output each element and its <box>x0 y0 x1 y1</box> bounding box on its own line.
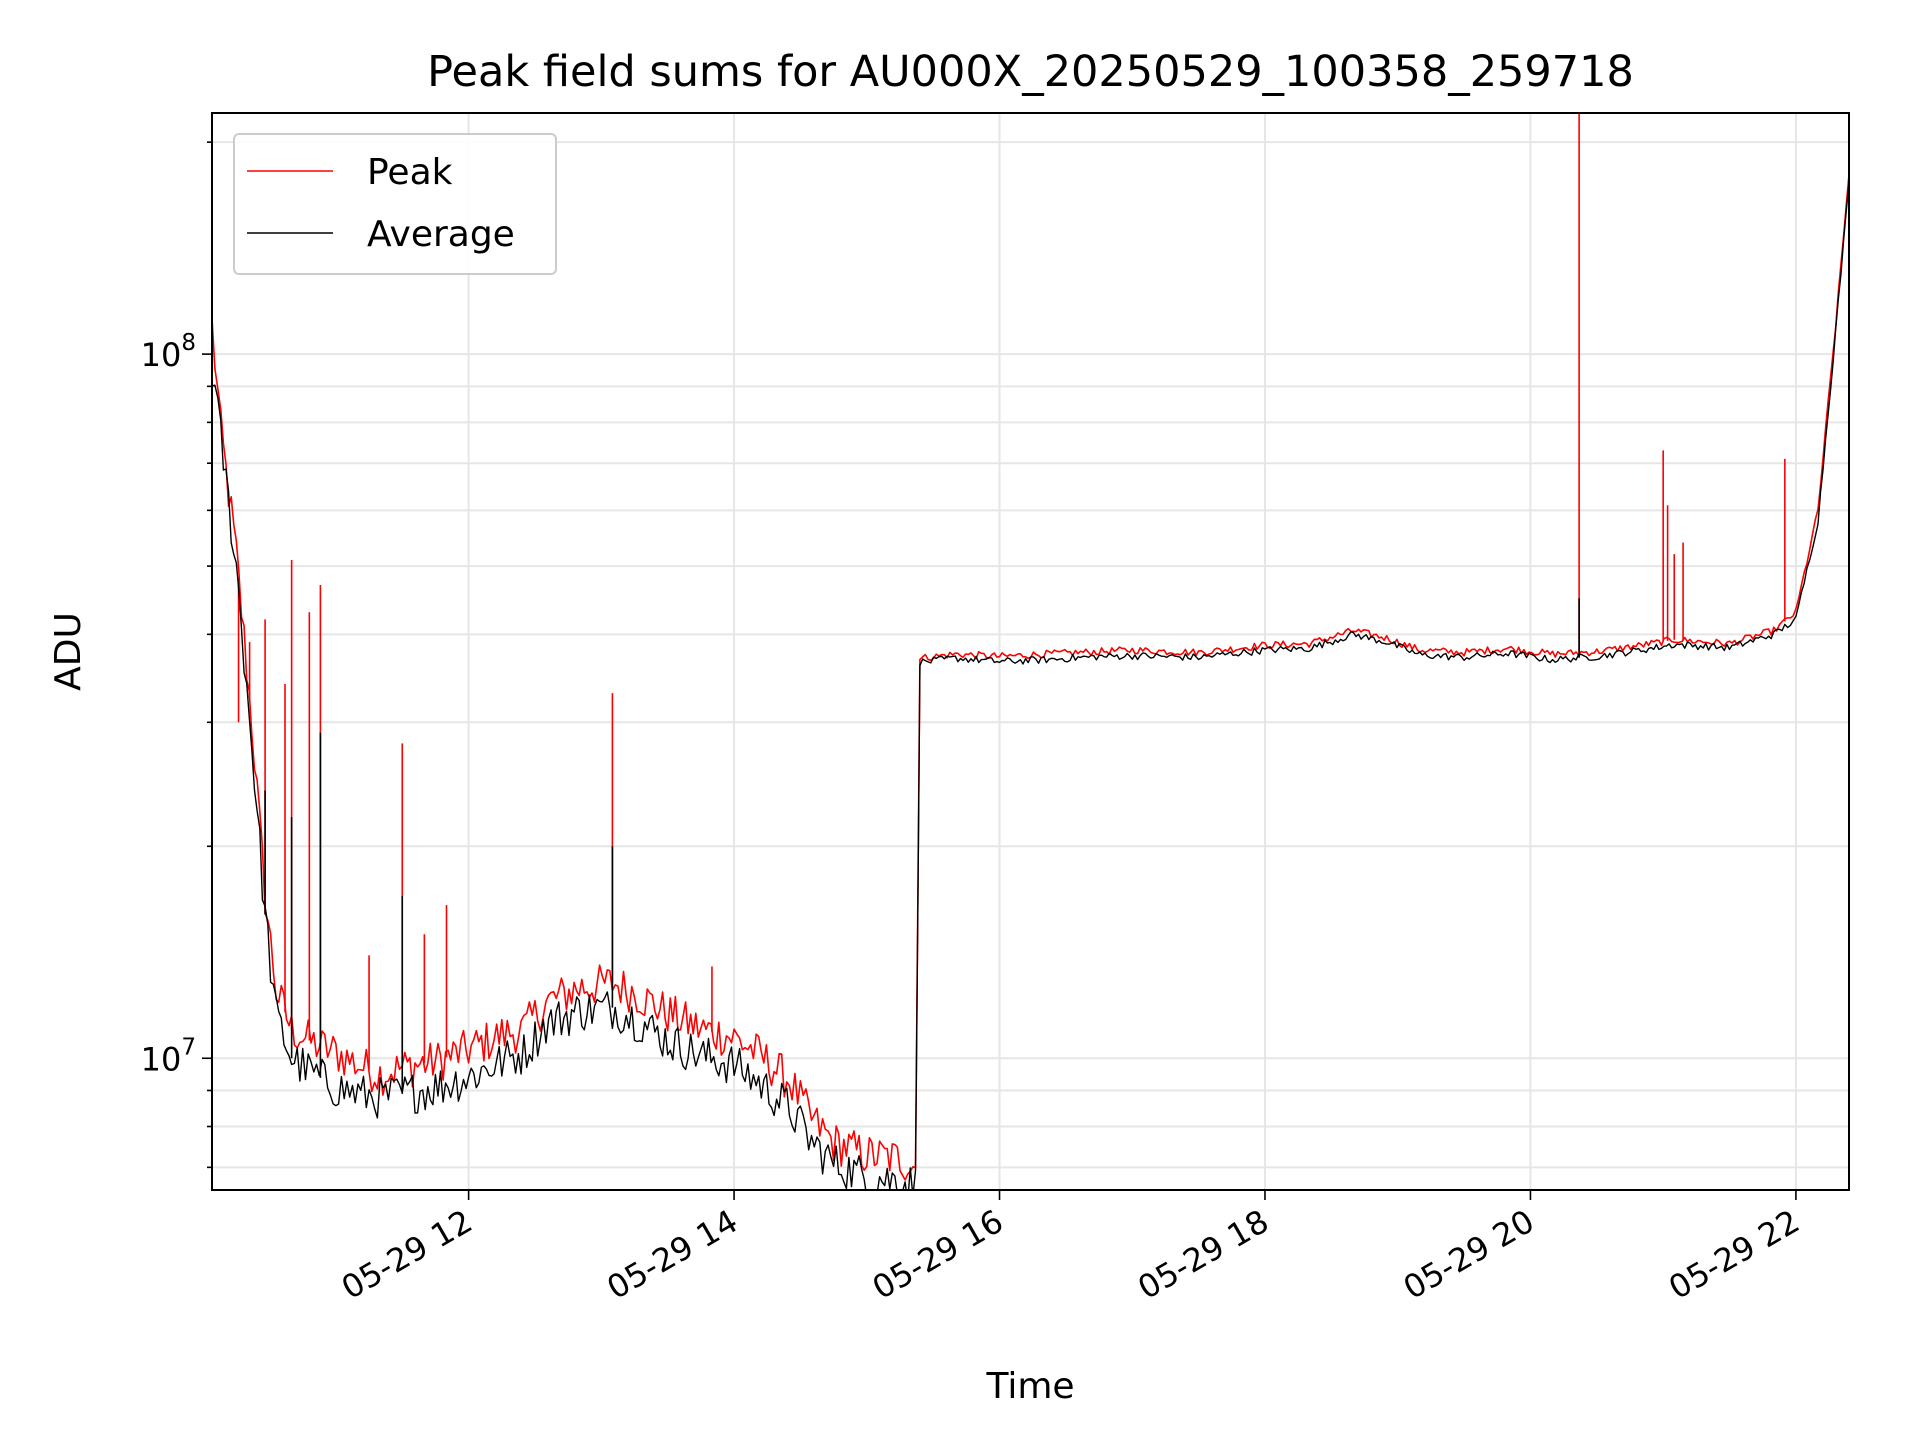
y-tick-label: 108 <box>141 330 196 374</box>
grid <box>212 113 1849 1190</box>
legend: Peak Average <box>233 133 557 275</box>
y-tick-exponent: 8 <box>181 330 196 356</box>
series-line <box>212 182 1849 1190</box>
chart-title: Peak field sums for AU000X_20250529_1003… <box>427 47 1634 97</box>
legend-label: Average <box>367 214 515 255</box>
plot-frame <box>211 112 1850 1191</box>
series-average <box>212 182 1849 1190</box>
legend-box <box>233 133 557 275</box>
plot-area <box>212 113 1849 1190</box>
x-axis-label: Time <box>985 1366 1074 1407</box>
y-tick-label: 107 <box>141 1034 196 1078</box>
y-tick-base: 10 <box>141 336 182 374</box>
y-tick-exponent: 7 <box>181 1034 196 1060</box>
y-tick-base: 10 <box>141 1040 182 1078</box>
legend-label: Peak <box>367 152 453 193</box>
series-line <box>212 174 1849 1181</box>
y-axis-label: ADU <box>48 612 89 691</box>
